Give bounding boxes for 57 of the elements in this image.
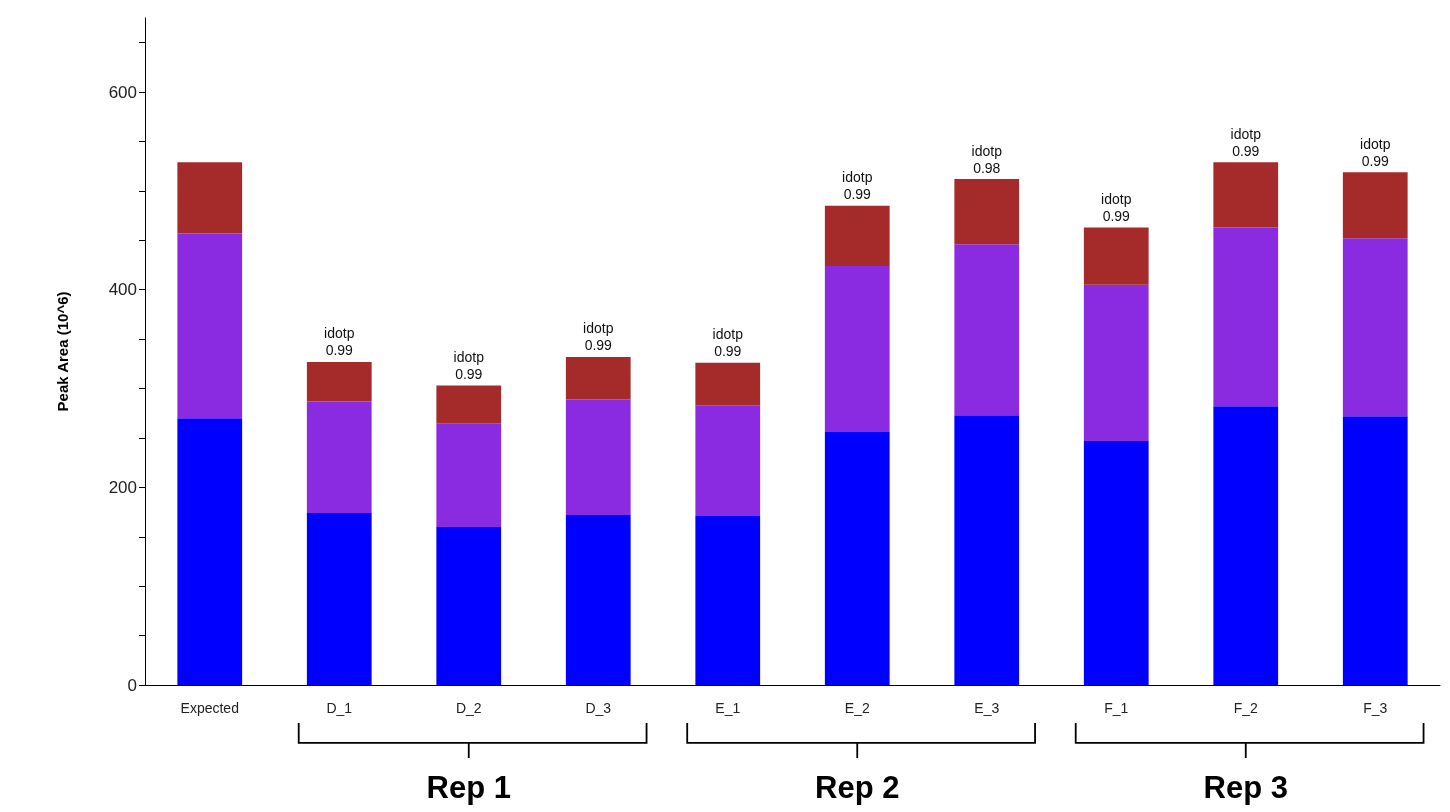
annotation: idotp 0.99 (453, 349, 485, 383)
annotation: idotp 0.99 (712, 326, 744, 360)
bar (695, 362, 761, 406)
x-tick-label: F_2 (1233, 700, 1259, 716)
bar (954, 179, 1020, 245)
annotation: idotp 0.99 (842, 169, 873, 203)
x-tick-label: D_2 (455, 700, 482, 716)
text: Rep 1 (426, 769, 511, 805)
bar (1342, 416, 1408, 685)
text: Rep 2 (815, 769, 900, 805)
bar (1213, 227, 1279, 407)
bar (824, 205, 890, 267)
bar (1083, 440, 1149, 685)
annotation: idotp 0.99 (1230, 125, 1262, 159)
x-tick-label: F_1 (1104, 700, 1129, 716)
annotation: idotp 0.99 (1360, 135, 1391, 169)
bar (565, 515, 631, 685)
bar (177, 418, 243, 685)
x-tick-label: E_3 (974, 700, 1000, 716)
y-tick-label: 600 (108, 82, 137, 102)
x-tick-label: E_2 (844, 700, 870, 716)
bar (1083, 284, 1149, 441)
x-tick-label: E_1 (715, 700, 741, 716)
bar (1213, 406, 1279, 685)
bar (436, 385, 502, 424)
bar (565, 356, 631, 400)
bar (954, 244, 1020, 416)
bar (306, 361, 372, 402)
annotation: idotp 0.99 (583, 320, 614, 354)
bar (695, 516, 761, 685)
bar (436, 423, 502, 527)
y-tick-label: 200 (108, 477, 137, 497)
annotation: idotp 0.98 (971, 142, 1003, 176)
bar (565, 399, 631, 516)
annotation: idotp 0.99 (1101, 190, 1132, 224)
text: Rep 3 (1203, 769, 1288, 805)
bar (824, 266, 890, 433)
x-tick-label: D_3 (585, 700, 612, 716)
y-axis-title: Peak Area (10^6) (54, 291, 71, 412)
bar (1213, 162, 1279, 228)
bar (824, 432, 890, 685)
bar (954, 415, 1020, 685)
bar (306, 401, 372, 514)
x-tick-label: D_1 (326, 700, 353, 716)
x-tick-label: Expected (180, 700, 239, 716)
bar (1083, 227, 1149, 285)
bar (1342, 172, 1408, 239)
bar (177, 233, 243, 419)
bar (177, 162, 243, 234)
bar (306, 513, 372, 685)
x-tick-label: F_3 (1363, 700, 1388, 716)
y-tick-label: 400 (108, 280, 137, 300)
bar (695, 405, 761, 517)
bar (1342, 238, 1408, 417)
y-tick-label: 0 (127, 675, 137, 695)
annotation: idotp 0.99 (324, 325, 355, 359)
bar (436, 526, 502, 685)
